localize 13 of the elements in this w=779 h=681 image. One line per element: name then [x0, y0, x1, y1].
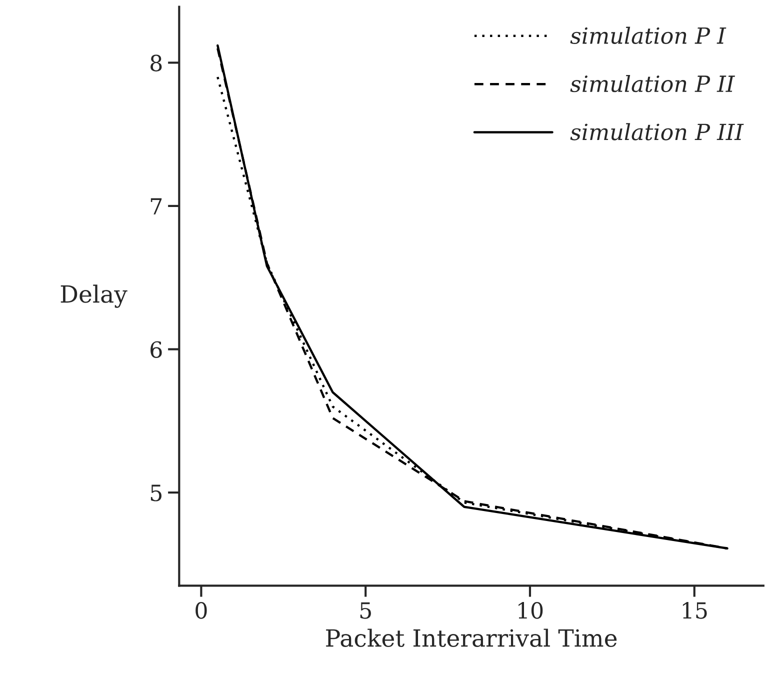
y-axis-title: Delay: [60, 284, 128, 308]
x-tick-label: 15: [682, 602, 707, 619]
x-tick-label: 10: [518, 602, 543, 619]
legend-label: simulation P I: [570, 26, 726, 44]
y-tick-label: 6: [150, 341, 162, 358]
x-tick-label: 5: [360, 602, 371, 619]
x-axis-title: Packet Interarrival Time: [326, 628, 617, 647]
y-tick-label: 7: [150, 198, 162, 214]
legend-label: simulation P II: [570, 74, 735, 92]
y-tick-label: 8: [150, 54, 162, 72]
legend-label: simulation P III: [570, 123, 744, 140]
y-tick-label: 5: [150, 484, 162, 502]
x-tick-label: 0: [196, 602, 207, 619]
